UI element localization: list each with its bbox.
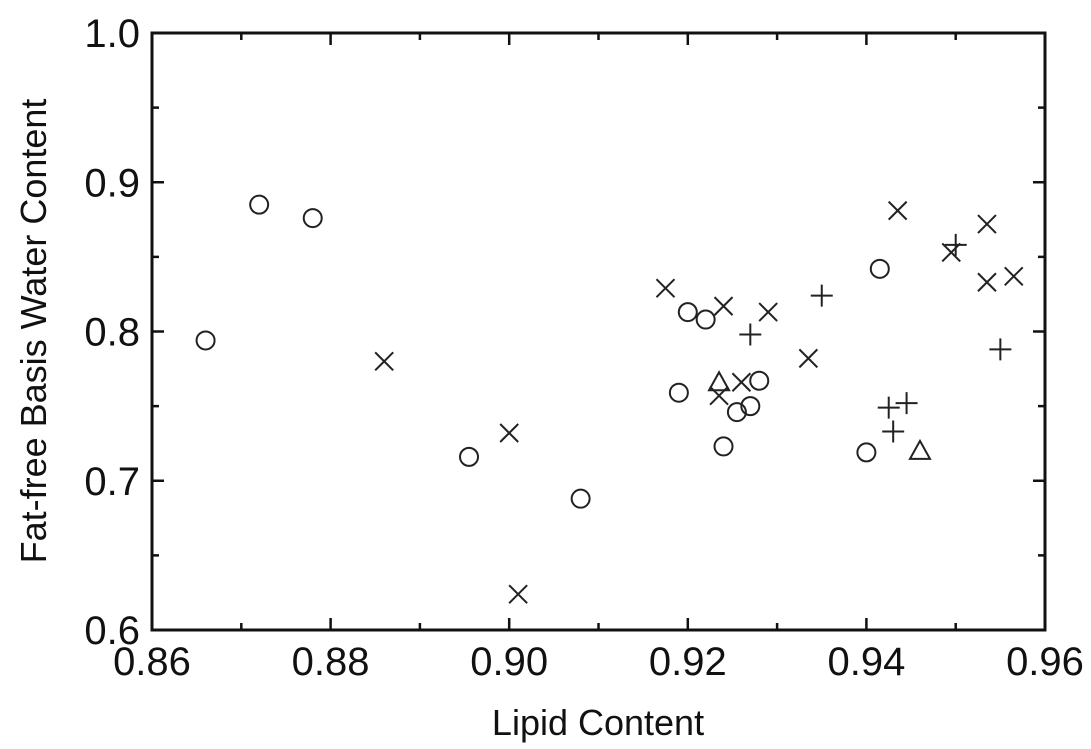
cross-point (758, 302, 778, 322)
y-axis-label: Fat-free Basis Water Content (13, 99, 54, 564)
cross-point (655, 278, 676, 298)
circle-point (869, 258, 890, 279)
plot-frame (150, 31, 1047, 632)
axis-ticks (150, 31, 1047, 632)
y-tick-label: 0.9 (84, 161, 140, 205)
plus-point (739, 323, 762, 346)
x-tick-label: 0.86 (113, 640, 191, 684)
circle-point (195, 330, 216, 351)
circle-point (713, 436, 734, 457)
plus-point (810, 284, 833, 307)
x-tick-label: 0.94 (827, 640, 905, 684)
circle-point (749, 370, 770, 391)
cross-point (713, 296, 734, 316)
triangle-point (707, 370, 731, 392)
x-tick-label: 0.92 (649, 640, 727, 684)
cross-point (374, 351, 394, 372)
x-tick-label: 0.88 (292, 640, 370, 684)
plus-point (989, 338, 1012, 361)
cross-point (941, 242, 961, 263)
cross-point (977, 272, 997, 292)
y-tick-label: 0.7 (84, 460, 140, 504)
x-tick-label: 0.96 (1006, 640, 1084, 684)
plus-point (877, 396, 900, 419)
x-tick-label: 0.90 (470, 640, 548, 684)
cross-point (977, 214, 997, 234)
circle-point (249, 194, 270, 215)
circle-point (856, 442, 877, 463)
y-tick-label: 1.0 (84, 12, 140, 56)
cross-point (499, 423, 519, 443)
cross-point (887, 200, 908, 221)
plus-point (944, 233, 967, 256)
circle-point (570, 488, 591, 509)
y-tick-label: 0.6 (84, 609, 140, 653)
data-points (195, 194, 1024, 604)
cross-point (1004, 266, 1024, 286)
circle-point (668, 382, 689, 403)
y-tick-label: 0.8 (84, 311, 140, 355)
triangle-point (908, 438, 932, 460)
plus-point (882, 420, 905, 443)
cross-point (508, 584, 528, 604)
circle-point (726, 402, 747, 423)
cross-point (731, 372, 752, 392)
x-axis-label: Lipid Content (492, 702, 704, 743)
plus-point (895, 392, 918, 415)
cross-point (798, 348, 819, 369)
circle-point (302, 208, 323, 229)
circle-point (740, 396, 761, 417)
circle-point (677, 302, 698, 323)
circle-point (459, 446, 480, 467)
circle-point (695, 309, 716, 330)
